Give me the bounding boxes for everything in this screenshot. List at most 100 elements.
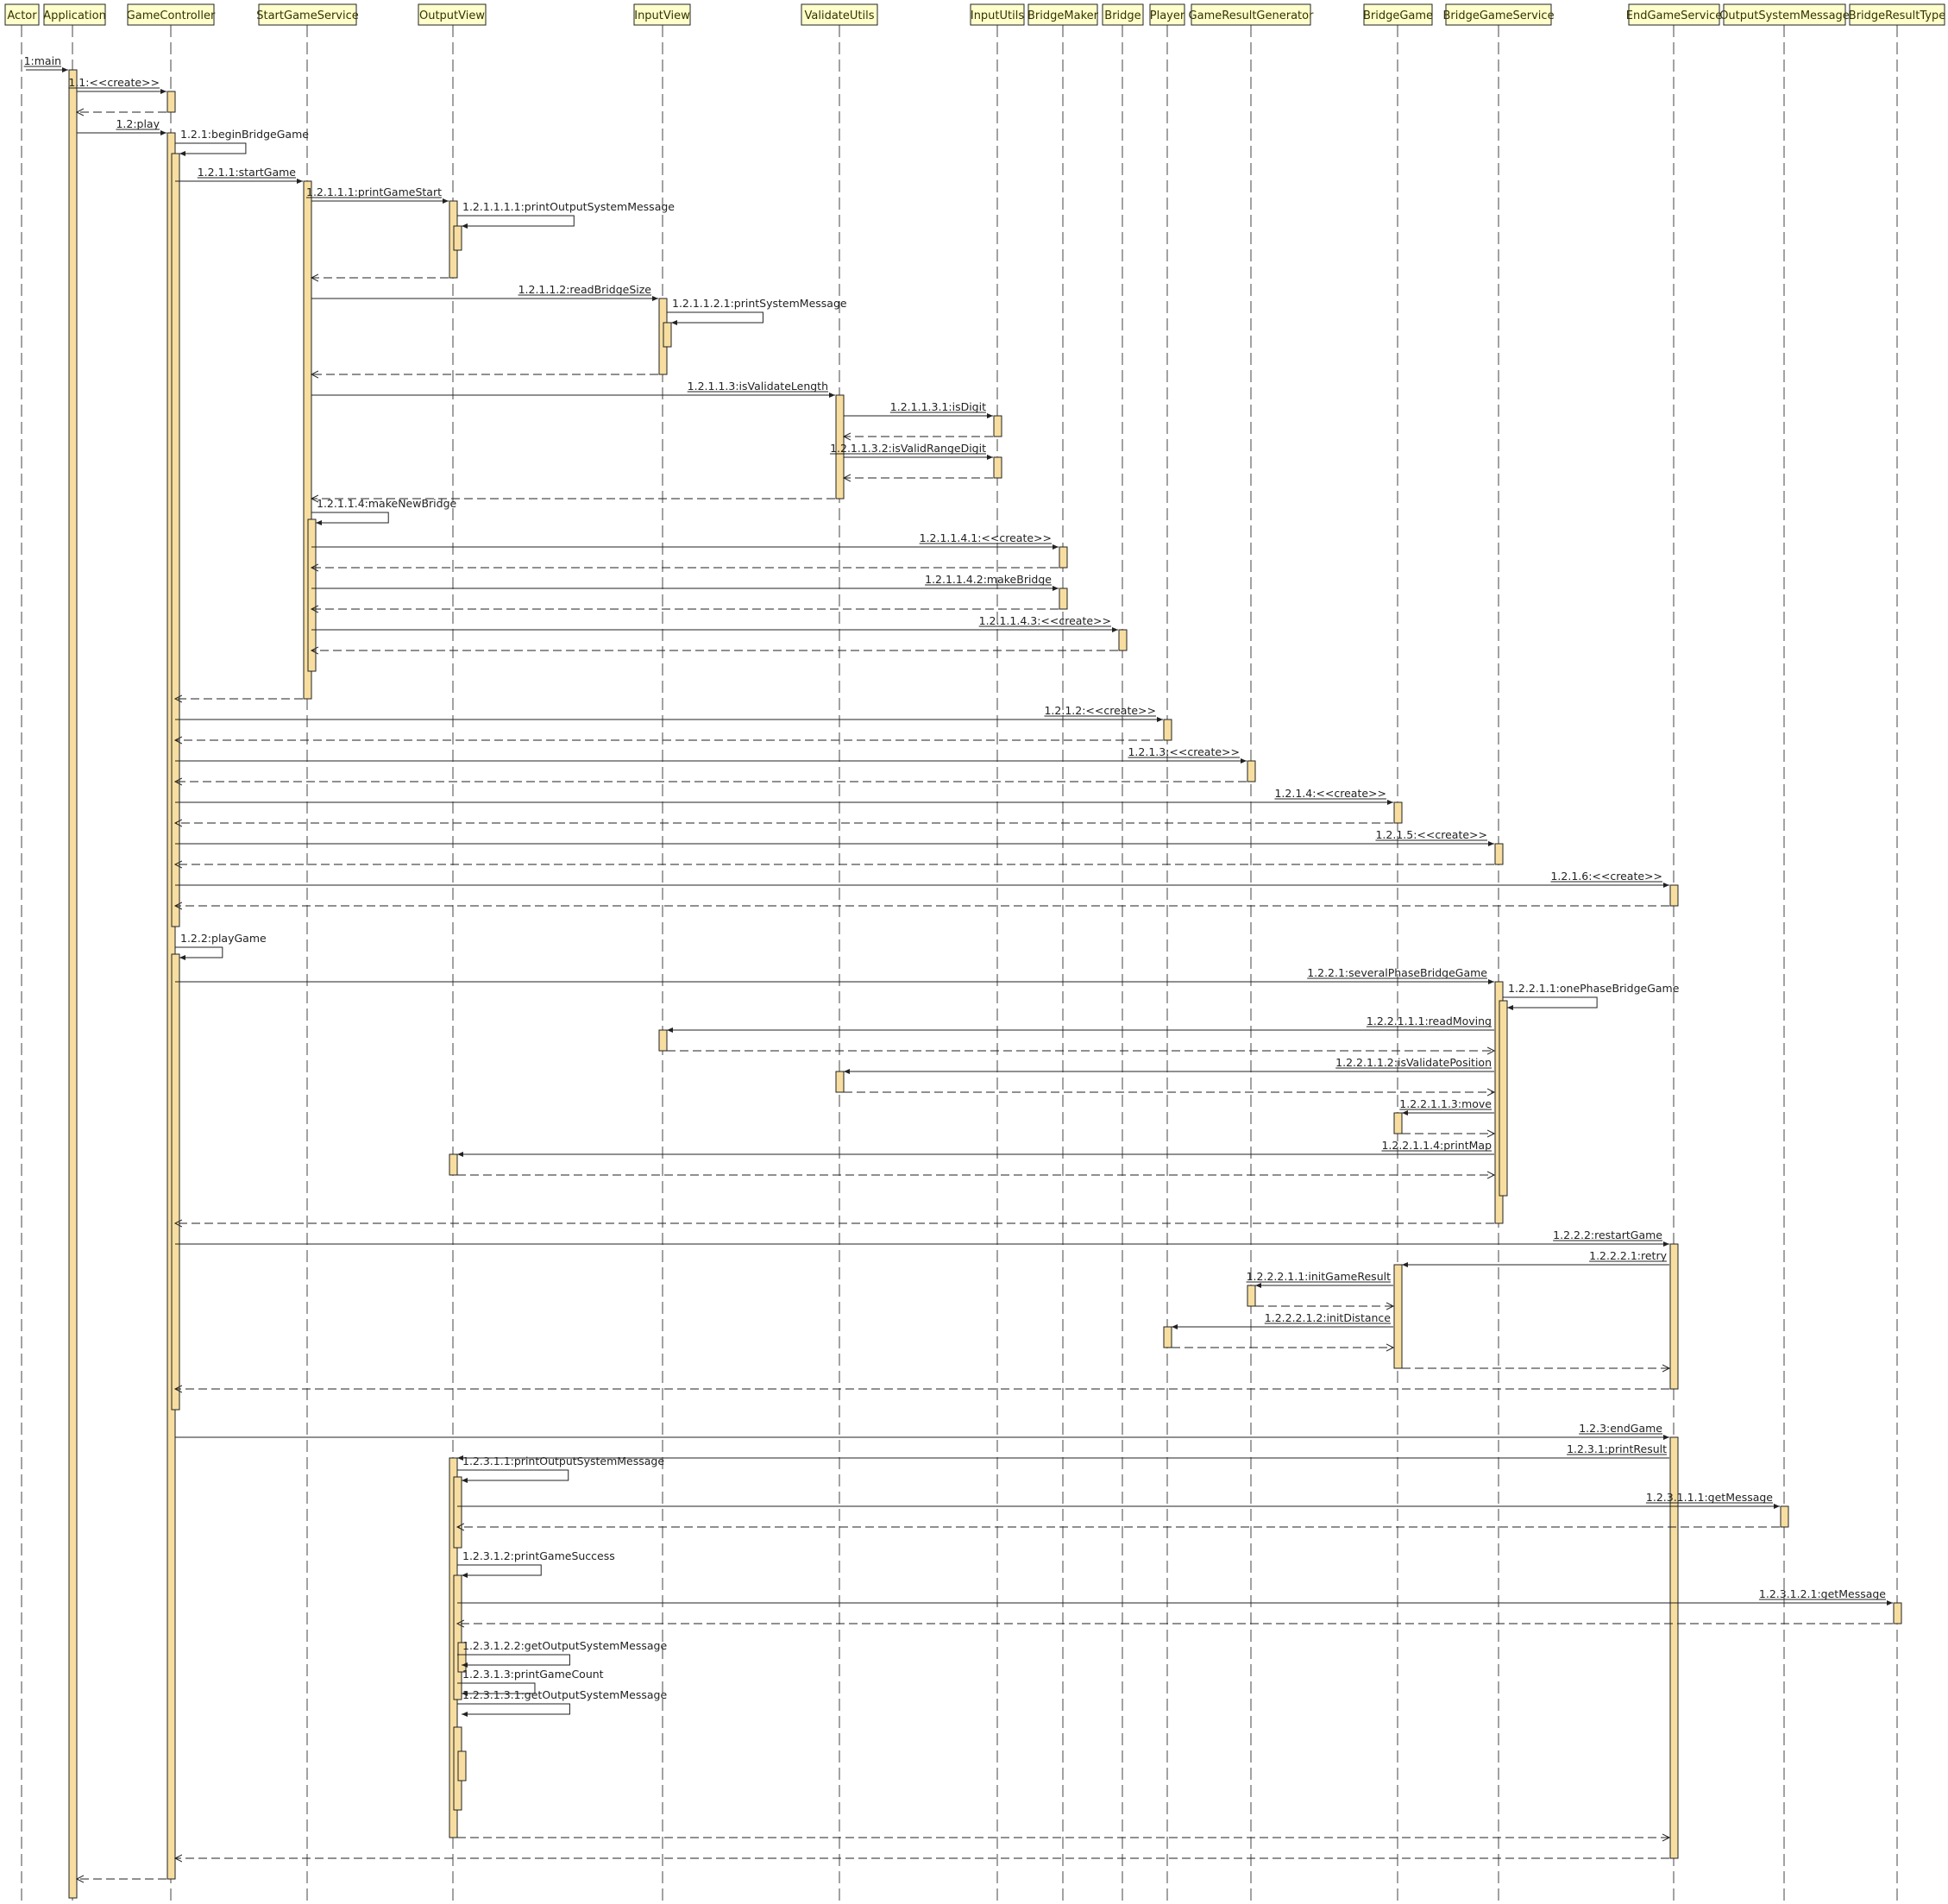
message-label: 1.2.1.1:startGame: [198, 166, 297, 179]
lifeline-label: BridgeGameService: [1442, 9, 1554, 22]
message-label: 1.2.1.1.3.2:isValidRangeDigit: [830, 442, 986, 455]
lifeline-head-grg: GameResultGenerator: [1189, 3, 1315, 26]
activation-bar-br: [1118, 629, 1128, 651]
lifeline-label: OutputSystemMessage: [1719, 9, 1850, 22]
message-call: 1.2.3.1:printResult: [457, 1442, 1669, 1461]
message-label: 1.2.1.1.4.1:<<create>>: [920, 531, 1052, 544]
message-call: 1.2.2.1.1.4:printMap: [457, 1139, 1494, 1157]
lifeline-label: GameResultGenerator: [1189, 9, 1315, 22]
message-self-call: 1.2.3.1.2:printGameSuccess: [457, 1549, 615, 1578]
message-label: 1.2.3.1.2:printGameSuccess: [462, 1549, 615, 1562]
message-self-call: 1.2.3.1.2.2:getOutputSystemMessage: [457, 1639, 667, 1668]
lifeline-label: EndGameService: [1626, 9, 1722, 22]
lifeline-label: Application: [43, 9, 106, 22]
message-call: 1.2.1.1.4.2:makeBridge: [311, 573, 1059, 591]
message-call: 1.2.1.1.4.3:<<create>>: [311, 614, 1118, 632]
message-label: 1.2.1.3:<<create>>: [1128, 745, 1240, 758]
message-self-call: 1.2.1:beginBridgeGame: [175, 128, 309, 156]
message-call: 1.2.1.1.4.1:<<create>>: [311, 531, 1059, 550]
lifeline-box: [1191, 3, 1311, 26]
self-call-arrow: [457, 215, 575, 229]
message-call: 1.1:<<create>>: [68, 76, 167, 94]
message-label: 1.2.2.1.1:onePhaseBridgeGame: [1508, 982, 1680, 995]
activation-bar-ov: [453, 1574, 462, 1700]
message-call: 1.2.1.1.1:printGameStart: [306, 185, 449, 204]
message-label: 1.2.2.1:severalPhaseBridgeGame: [1307, 966, 1487, 979]
lifeline-label: OutputView: [419, 9, 485, 22]
activation-bar-bm: [1059, 546, 1068, 569]
lifeline-head-bgs: BridgeGameService: [1442, 3, 1555, 26]
message-call: 1.2.1.1.3.1:isDigit: [844, 400, 993, 418]
message-call: 1.2:play: [77, 117, 167, 135]
message-call: 1.2.2.1.1.2:isValidatePosition: [844, 1056, 1494, 1074]
activation-bar-iv: [658, 1029, 668, 1052]
self-call-arrow: [667, 311, 763, 325]
message-call: 1.2.1.1:startGame: [175, 166, 303, 184]
activation-bar-vu: [835, 394, 845, 500]
lifeline-box: [4, 3, 40, 26]
activation-bar-pl: [1163, 1326, 1172, 1348]
lifeline-box: [1149, 3, 1185, 26]
activation-bar-bm: [1059, 588, 1068, 610]
lifeline-box: [633, 3, 691, 26]
lifeline-box: [418, 3, 487, 26]
activation-bar-sgs: [307, 518, 317, 672]
message-label: 1.2.1.1.3:isValidateLength: [688, 380, 828, 393]
message-call: 1.2.1.1.3:isValidateLength: [311, 380, 835, 398]
self-call-arrow: [311, 512, 389, 525]
lifelines: Actor Application GameController StartGameS…: [4, 3, 1945, 1901]
activation-bar-iv: [663, 322, 672, 348]
message-call: 1.2.1.3:<<create>>: [175, 745, 1247, 763]
lifeline-head-br: Bridge: [1102, 3, 1144, 26]
message-label: 1.2.1.1.4.2:makeBridge: [925, 573, 1052, 586]
message-label: 1.2.2.1.1.3:move: [1399, 1097, 1492, 1110]
lifeline-label: BridgeMaker: [1027, 9, 1099, 22]
lifeline-head-bg: BridgeGame: [1363, 3, 1433, 26]
message-label: 1.2.3.1.1:printOutputSystemMessage: [462, 1455, 664, 1467]
lifeline-label: InputView: [634, 9, 690, 22]
message-call: 1.2.3.1.1.1:getMessage: [457, 1491, 1780, 1509]
message-call: 1.2.2.2.1.1:initGameResult: [1246, 1270, 1393, 1288]
message-call: 1.2.1.1.2:readBridgeSize: [311, 283, 658, 301]
message-label: 1.2.2.2.1.2:initDistance: [1265, 1311, 1392, 1324]
message-label: 1.2:play: [116, 117, 160, 130]
message-call: 1:main: [23, 54, 68, 72]
lifeline-head-actor: Actor: [4, 3, 40, 26]
message-call: 1.2.2.1:severalPhaseBridgeGame: [175, 966, 1494, 984]
message-label: 1.2.2.1.1.4:printMap: [1381, 1139, 1492, 1152]
lifeline-label: Player: [1150, 9, 1185, 22]
message-label: 1.2.1.1.4.3:<<create>>: [979, 614, 1111, 627]
lifeline-head-app: Application: [43, 3, 106, 26]
lifeline-head-brt: BridgeResultType: [1849, 3, 1945, 26]
activation-bar-egs: [1669, 884, 1679, 907]
lifeline-box: [1628, 3, 1720, 26]
message-label: 1.2.2.2:restartGame: [1553, 1228, 1662, 1241]
lifeline-head-vu: ValidateUtils: [801, 3, 878, 26]
message-label: 1.2.3.1.2.2:getOutputSystemMessage: [462, 1639, 667, 1652]
message-label: 1:main: [24, 54, 61, 67]
message-call: 1.2.2.2.1:retry: [1402, 1249, 1669, 1267]
message-call: 1.2.1.2:<<create>>: [175, 704, 1163, 722]
message-call: 1.2.1.6:<<create>>: [175, 870, 1669, 888]
lifeline-box: [127, 3, 215, 26]
message-label: 1.2.3.1.1.1:getMessage: [1646, 1491, 1773, 1504]
message-label: 1.2.2.1.1.1:readMoving: [1367, 1015, 1492, 1027]
lifeline-label: GameController: [127, 9, 216, 22]
message-label: 1.2.1.1.4:makeNewBridge: [317, 497, 457, 510]
message-label: 1.2.1:beginBridgeGame: [180, 128, 309, 141]
activation-bar-egs: [1669, 1436, 1679, 1859]
message-label: 1.2.2:playGame: [180, 932, 267, 945]
activation-bar-brt: [1893, 1602, 1902, 1624]
self-call-arrow: [457, 1703, 570, 1717]
self-call-arrow: [457, 1564, 542, 1578]
activation-bar-iu: [993, 456, 1002, 479]
activation-bar-app: [68, 69, 78, 1899]
lifeline-box: [801, 3, 878, 26]
lifeline-head-iv: InputView: [633, 3, 691, 26]
lifeline-label: BridgeGame: [1363, 9, 1433, 22]
message-label: 1.2.1.1.3.1:isDigit: [890, 400, 986, 413]
activation-bar-bgs: [1499, 1000, 1508, 1197]
lifeline-head-ov: OutputView: [418, 3, 487, 26]
lifeline-box: [1849, 3, 1945, 26]
message-label: 1.2.3.1.3.1:getOutputSystemMessage: [462, 1688, 667, 1701]
